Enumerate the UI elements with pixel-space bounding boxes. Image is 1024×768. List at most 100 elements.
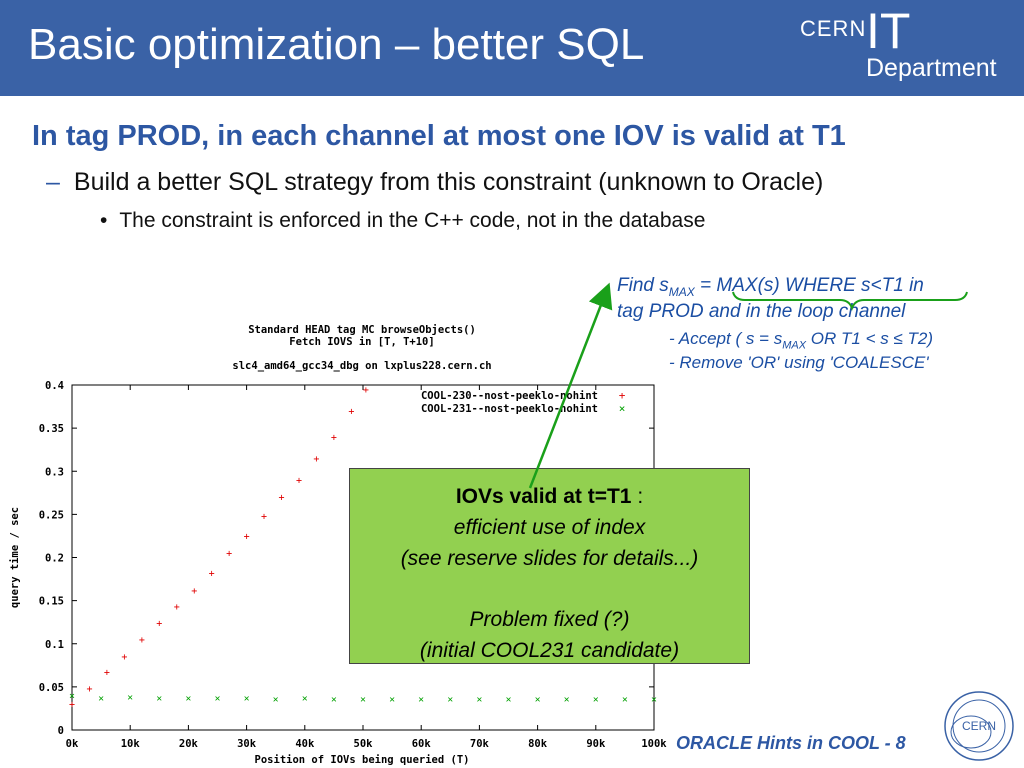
callout-line-2: efficient use of index (453, 516, 646, 539)
data-point: × (331, 694, 337, 705)
cern-it-logo: CERN IT Department (800, 3, 1020, 88)
data-point: × (127, 693, 133, 704)
chart-title: Standard HEAD tag MC browseObjects()Fetc… (232, 324, 491, 372)
chart-legend: COOL-230--nost-peeklo-nohint + COOL-231--n… (421, 389, 626, 415)
callout-line-3: (see reserve slides for details...) (400, 547, 699, 570)
note-line-1: Find sMAX = MAX(s) WHERE s<T1 in (617, 273, 924, 305)
data-point: + (331, 432, 337, 443)
data-point: + (104, 668, 110, 679)
main-heading: In tag PROD, in each channel at most one… (32, 120, 846, 152)
note-subline-2: - Remove 'OR' using 'COALESCE' (669, 353, 929, 372)
data-point: × (418, 694, 424, 705)
data-point: + (86, 684, 92, 695)
x-tick-label: 90k (586, 738, 606, 750)
y-tick-label: 0.05 (39, 682, 64, 694)
data-point: × (476, 694, 482, 705)
callout-line-5: (initial COOL231 candidate) (419, 639, 680, 662)
chart-title-line: Standard HEAD tag MC browseObjects() (248, 324, 476, 336)
note-line-1-b: = MAX(s) WHERE s<T1 in (694, 275, 924, 296)
note-subline-1-sub: MAX (782, 339, 807, 352)
x-tick-label: 30k (237, 738, 257, 750)
y-tick-label: 0.2 (45, 553, 64, 565)
data-point: × (156, 694, 162, 705)
y-tick-label: 0 (58, 725, 64, 737)
callout-line-1: IOVs valid at t=T1 : (350, 481, 749, 512)
data-point: + (226, 549, 232, 560)
query-time-chart: Standard HEAD tag MC browseObjects()Fetc… (9, 324, 668, 766)
y-tick-label: 0.3 (45, 466, 64, 478)
x-tick-label: 70k (470, 738, 490, 750)
slide-title: Basic optimization – better SQL (28, 20, 645, 69)
data-point: × (98, 694, 104, 705)
data-point: + (174, 602, 180, 613)
x-tick-label: 20k (179, 738, 199, 750)
x-tick-label: 10k (121, 738, 141, 750)
legend-label: COOL-231--nost-peeklo-nohint (421, 403, 598, 415)
data-point: × (447, 694, 453, 705)
logo-department-text: Department (866, 54, 997, 82)
data-point: × (593, 694, 599, 705)
data-point: × (564, 694, 570, 705)
data-point: + (348, 406, 354, 417)
y-tick-label: 0.25 (39, 509, 64, 521)
chart-title-line: slc4_amd64_gcc34_dbg on lxplus228.cern.c… (232, 360, 491, 372)
chart-ticks: 0k 10k 20k 30k 40k 50k 60k 70k 80k 90k 100k 0 0.05 0.… (39, 380, 668, 750)
bullet-level2-text: The constraint is enforced in the C++ co… (119, 209, 706, 232)
chart-title-line: Fetch IOVS in [T, T+10] (289, 336, 434, 348)
chart-axis-labels: Position of IOVs being queried (T) query … (9, 507, 469, 766)
note-subline-1: - Accept ( s = sMAX OR T1 < s ≤ T2) (669, 328, 933, 356)
data-point: + (121, 652, 127, 663)
title-bar: Basic optimization – better SQL CERN IT … (0, 0, 1024, 96)
legend-marker: + (619, 389, 626, 402)
data-point: + (191, 586, 197, 597)
callout-line-4: Problem fixed (?) (469, 608, 630, 631)
x-tick-label: 40k (295, 738, 315, 750)
data-point: × (535, 694, 541, 705)
logo-cern-text: CERN (800, 16, 867, 41)
x-tick-label: 50k (354, 738, 374, 750)
data-point: + (313, 454, 319, 465)
y-tick-label: 0.1 (45, 639, 64, 651)
data-point: × (651, 694, 657, 705)
x-axis-label: Position of IOVs being queried (T) (255, 754, 470, 766)
legend-marker: × (619, 402, 626, 415)
logo-it-text: IT (866, 3, 911, 59)
note-line-1-sub: MAX (668, 284, 695, 299)
data-point: + (139, 635, 145, 646)
dash-marker: – (46, 168, 60, 196)
data-point: + (69, 700, 75, 711)
x-tick-label: 100k (641, 738, 667, 750)
bullet-level1-text: Build a better SQL strategy from this co… (73, 168, 824, 196)
data-point: × (244, 694, 250, 705)
data-point: × (273, 694, 279, 705)
note-subline-1-b: OR T1 < s ≤ T2) (806, 329, 933, 348)
note-subline-1-a: - Accept ( s = s (669, 329, 783, 348)
x-tick-label: 60k (412, 738, 432, 750)
data-point: + (209, 569, 215, 580)
data-point: × (185, 694, 191, 705)
data-point: + (244, 531, 250, 542)
data-point: × (622, 694, 628, 705)
data-point: × (505, 694, 511, 705)
data-point: + (261, 512, 267, 523)
data-point: + (363, 385, 369, 396)
data-point: + (156, 619, 162, 630)
bullet-level1: – Build a better SQL strategy from this c… (46, 168, 823, 197)
y-axis-label: query time / sec (9, 507, 21, 608)
bullet-level2: • The constraint is enforced in the C++ c… (100, 209, 705, 233)
y-tick-label: 0.4 (45, 380, 64, 392)
callout-box: IOVs valid at t=T1 : efficient use of in… (349, 468, 750, 664)
legend-label: COOL-230--nost-peeklo-nohint (421, 390, 598, 402)
chart-points: ++++++++++++++++++× × × × × × × × × × × × × × × × × × × × × (69, 385, 657, 711)
y-tick-label: 0.15 (39, 596, 64, 608)
footer-text: ORACLE Hints in COOL - 8 (676, 733, 906, 753)
data-point: × (69, 691, 75, 702)
data-point: × (214, 694, 220, 705)
data-point: + (296, 475, 302, 486)
cern-logo-text: CERN (962, 719, 996, 733)
callout-line-1-bold: IOVs valid at t=T1 (455, 485, 632, 508)
data-point: × (360, 694, 366, 705)
note-line-1-a: Find s (617, 275, 669, 296)
data-point: × (302, 694, 308, 705)
data-point: + (279, 493, 285, 504)
